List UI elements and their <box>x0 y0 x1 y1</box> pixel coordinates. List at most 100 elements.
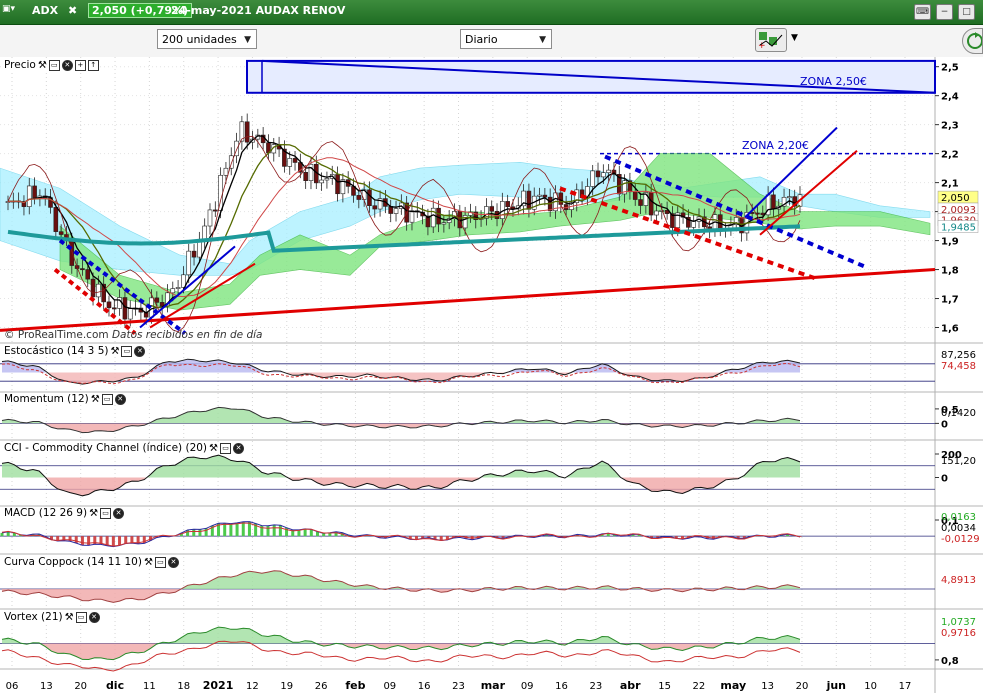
candle <box>69 239 75 266</box>
chart-area[interactable]: 06 13 20 dic 11 18 2021 12 19 26 feb 09 16 23 mar 09 16 2… <box>0 57 983 693</box>
wrench-icon[interactable]: ⚒ <box>89 507 99 519</box>
close-icon[interactable]: ✕ <box>61 59 73 71</box>
toolbar: 200 unidades ▼ Diario ▼ + ▼ <box>0 25 983 58</box>
maximize-icon[interactable]: □ <box>958 4 975 20</box>
macd-bar <box>223 523 227 537</box>
close-icon[interactable]: ✕ <box>134 345 146 357</box>
x-tick-label: 06 <box>6 681 19 692</box>
wrench-icon[interactable]: ⚒ <box>64 611 74 623</box>
wrench-icon[interactable]: ⚒ <box>37 59 47 71</box>
macd-bar <box>631 534 635 537</box>
macd-bar <box>334 531 338 537</box>
panel-title-price[interactable]: Precio ⚒ ▭ ✕ + ↑ <box>3 59 100 71</box>
macd-bar <box>130 536 134 544</box>
candle <box>372 205 378 210</box>
x-tick-label: 17 <box>899 681 912 692</box>
indicator-value-tag: 0,0163 <box>941 512 976 523</box>
up-trend-red-2 <box>759 149 858 236</box>
window-icon[interactable]: ▭ <box>48 59 60 71</box>
x-tick-label: 16 <box>418 681 431 692</box>
indicator-value-tag: 0,0034 <box>941 523 976 534</box>
candle <box>21 201 27 207</box>
panel-title-macd[interactable]: MACD (12 26 9) ⚒ ▭ ✕ <box>3 507 126 519</box>
panel-title-cci[interactable]: CCI - Commodity Channel (índice) (20) ⚒ ▭ ✕ <box>3 442 245 454</box>
area-up <box>2 627 800 644</box>
close-icon[interactable]: ✕ <box>233 442 244 454</box>
y-tick-label: 200 <box>941 450 962 461</box>
down-trend-red <box>53 267 137 335</box>
macd-bar <box>105 536 109 546</box>
panel-title-vortex[interactable]: Vortex (21) ⚒ ▭ ✕ <box>3 611 101 623</box>
close-icon[interactable]: ✕ <box>88 611 100 623</box>
panel-title-coppock[interactable]: Curva Coppock (14 11 10) ⚒ ▭ ✕ <box>3 556 180 568</box>
close-icon[interactable]: ✕ <box>167 556 179 568</box>
candle <box>484 206 489 219</box>
close-icon[interactable]: ✕ <box>113 507 125 519</box>
candle <box>80 268 85 271</box>
candle <box>26 185 32 207</box>
wrench-icon[interactable]: ⚒ <box>209 442 218 454</box>
macd-bar <box>346 534 350 537</box>
candle <box>601 172 606 178</box>
wrench-icon[interactable]: ⚒ <box>110 345 120 357</box>
indicator-tools-button[interactable]: + <box>755 28 787 52</box>
macd-bar <box>680 536 684 540</box>
down-trend-red-2 <box>559 186 816 281</box>
macd-bar <box>278 525 282 537</box>
x-tick-label: may <box>720 679 746 692</box>
panel-title-text: Momentum (12) <box>4 393 89 405</box>
x-tick-label: abr <box>620 679 641 692</box>
macd-bar <box>49 536 53 540</box>
macd-bar <box>408 536 412 540</box>
candle <box>542 194 548 198</box>
close-icon[interactable]: ✕ <box>114 393 126 405</box>
panel-title-stoch[interactable]: Estocástico (14 3 5) ⚒ ▭ ✕ <box>3 345 147 357</box>
candle <box>175 287 181 289</box>
candle <box>170 288 176 294</box>
candle <box>159 302 165 307</box>
y-tick-label: 2,3 <box>941 121 959 132</box>
candle <box>441 222 447 225</box>
window-icon[interactable]: ▭ <box>101 393 113 405</box>
close-symbol-icon[interactable]: ✖ <box>68 4 78 17</box>
add-icon[interactable]: + <box>74 59 86 71</box>
chevron-down-icon[interactable]: ▼ <box>791 33 798 43</box>
minimize-icon[interactable]: − <box>936 4 953 20</box>
candle <box>590 170 595 187</box>
candle <box>574 189 580 203</box>
window-icon[interactable]: ▭ <box>121 345 133 357</box>
window-icon[interactable]: ▭ <box>220 442 231 454</box>
candle <box>755 212 760 215</box>
window-icon[interactable]: ▭ <box>100 507 112 519</box>
macd-bar <box>6 531 10 537</box>
wrench-icon[interactable]: ⚒ <box>143 556 153 568</box>
keyboard-icon[interactable]: ⌨ <box>914 4 931 20</box>
macd-bar <box>247 521 251 537</box>
ma-long <box>7 224 801 253</box>
up-icon[interactable]: ↑ <box>87 59 99 71</box>
panel-title-momentum[interactable]: Momentum (12) ⚒ ▭ ✕ <box>3 393 127 405</box>
candle <box>228 155 234 169</box>
instrument-title: 24-may-2021 AUDAX RENOV <box>171 4 346 17</box>
candle <box>154 297 160 303</box>
candle <box>787 196 792 199</box>
macd-bar <box>12 532 16 537</box>
x-tick-label: 13 <box>761 681 774 692</box>
app-menu-icon[interactable]: ▣▾ <box>2 4 16 14</box>
candle <box>143 311 149 318</box>
x-tick-label: 15 <box>658 681 671 692</box>
window-icon[interactable]: ▭ <box>154 556 166 568</box>
period-select[interactable]: Diario ▼ <box>460 29 552 49</box>
window-icon[interactable]: ▭ <box>75 611 87 623</box>
macd-bar <box>241 521 245 537</box>
candle <box>367 189 372 206</box>
units-select[interactable]: 200 unidades ▼ <box>157 29 257 49</box>
price-tag: 1,9485 <box>941 223 976 234</box>
macd-bar <box>606 533 610 537</box>
macd-bar <box>315 531 319 537</box>
candle <box>521 190 526 207</box>
macd-bar <box>254 523 258 537</box>
wrench-icon[interactable]: ⚒ <box>90 393 100 405</box>
refresh-button[interactable] <box>962 28 983 54</box>
price-tag: 2,0093 <box>941 205 976 216</box>
